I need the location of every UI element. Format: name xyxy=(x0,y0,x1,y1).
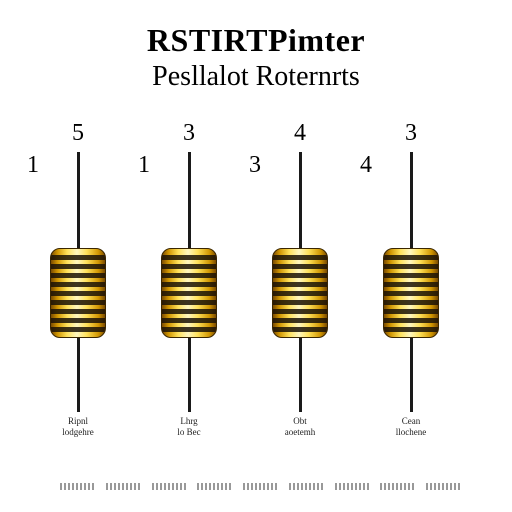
caption-line: llochene xyxy=(366,427,456,438)
resistor-band xyxy=(384,273,438,278)
resistor-band xyxy=(162,300,216,305)
resistor-lead-top xyxy=(299,152,302,248)
resistor-band xyxy=(273,273,327,278)
caption-line: Cean xyxy=(366,416,456,427)
top-number: 4 xyxy=(255,120,345,147)
resistor-caption: Obtaoetemh xyxy=(255,416,345,439)
side-number: 1 xyxy=(27,152,39,179)
caption-line: lo Bec xyxy=(144,427,234,438)
footer-segment xyxy=(197,483,233,490)
resistor-band xyxy=(162,255,216,260)
resistor-band xyxy=(273,282,327,287)
resistor-band xyxy=(162,282,216,287)
resistor-band xyxy=(273,327,327,332)
resistor-band xyxy=(51,309,105,314)
resistor-band xyxy=(384,300,438,305)
resistor-band xyxy=(162,273,216,278)
resistor-band xyxy=(384,291,438,296)
resistor-band xyxy=(162,264,216,269)
resistor-lead-bottom xyxy=(410,338,413,412)
resistor-band xyxy=(384,255,438,260)
title-line2: Pesllalot Roternrts xyxy=(0,61,512,93)
resistor-band xyxy=(384,309,438,314)
footer-segment xyxy=(106,483,142,490)
resistor-caption: Lhrglo Bec xyxy=(144,416,234,439)
footer-scribble xyxy=(60,470,462,490)
resistor-column: 31Lhrglo Bec xyxy=(144,120,234,460)
resistor-body xyxy=(272,248,328,338)
footer-segment xyxy=(60,483,96,490)
side-number: 3 xyxy=(249,152,261,179)
resistor-band xyxy=(51,264,105,269)
resistor-lead-bottom xyxy=(299,338,302,412)
caption-line: aoetemh xyxy=(255,427,345,438)
side-number: 1 xyxy=(138,152,150,179)
resistor-column: 34Ceanllochene xyxy=(366,120,456,460)
resistor-caption: Ripnllodgehre xyxy=(33,416,123,439)
resistor-band xyxy=(384,318,438,323)
resistor-band xyxy=(162,327,216,332)
resistor-band xyxy=(273,255,327,260)
resistor-body xyxy=(50,248,106,338)
caption-line: Obt xyxy=(255,416,345,427)
resistor-band xyxy=(384,327,438,332)
resistor-band xyxy=(51,255,105,260)
resistor-band xyxy=(384,264,438,269)
resistor-band xyxy=(51,282,105,287)
caption-line: lodgehre xyxy=(33,427,123,438)
resistor-band xyxy=(273,264,327,269)
footer-segment xyxy=(243,483,279,490)
resistor-lead-top xyxy=(188,152,191,248)
resistor-body xyxy=(383,248,439,338)
resistor-lead-top xyxy=(77,152,80,248)
side-number: 4 xyxy=(360,152,372,179)
footer-segment xyxy=(426,483,462,490)
footer-segment xyxy=(335,483,371,490)
resistor-lead-bottom xyxy=(188,338,191,412)
footer-segment xyxy=(380,483,416,490)
top-number: 3 xyxy=(366,120,456,147)
footer-segment xyxy=(289,483,325,490)
resistor-band xyxy=(51,273,105,278)
resistor-band xyxy=(51,300,105,305)
resistor-band xyxy=(384,282,438,287)
top-number: 5 xyxy=(33,120,123,147)
resistor-band xyxy=(51,291,105,296)
resistor-caption: Ceanllochene xyxy=(366,416,456,439)
resistor-band xyxy=(273,309,327,314)
resistor-band xyxy=(162,291,216,296)
resistor-band xyxy=(273,291,327,296)
title-block: RSTIRTPimter Pesllalot Roternrts xyxy=(0,0,512,93)
resistor-body xyxy=(161,248,217,338)
top-number: 3 xyxy=(144,120,234,147)
resistor-band xyxy=(51,318,105,323)
footer-segment xyxy=(152,483,188,490)
resistor-lead-top xyxy=(410,152,413,248)
resistor-lead-bottom xyxy=(77,338,80,412)
caption-line: Ripnl xyxy=(33,416,123,427)
resistor-band xyxy=(51,327,105,332)
resistor-band xyxy=(273,318,327,323)
title-line1: RSTIRTPimter xyxy=(0,22,512,59)
resistor-band xyxy=(162,309,216,314)
resistor-diagram: 51Ripnllodgehre31Lhrglo Bec43Obtaoetemh3… xyxy=(0,120,512,460)
resistor-column: 51Ripnllodgehre xyxy=(33,120,123,460)
resistor-band xyxy=(273,300,327,305)
resistor-band xyxy=(162,318,216,323)
caption-line: Lhrg xyxy=(144,416,234,427)
resistor-column: 43Obtaoetemh xyxy=(255,120,345,460)
